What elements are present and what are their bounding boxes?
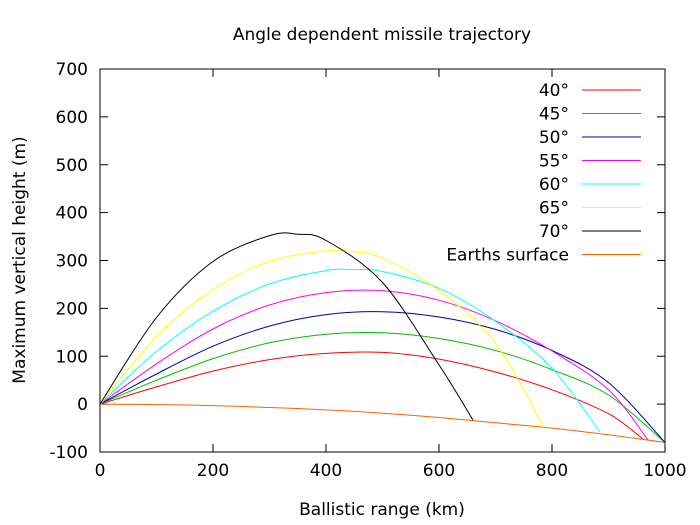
x-axis-ticks: 0 200 400 600 800 1000 xyxy=(95,69,687,481)
x-axis-label: Ballistic range (km) xyxy=(299,500,465,520)
series-line xyxy=(99,331,666,443)
x-tick-label: 0 xyxy=(95,461,106,481)
y-tick-label: 500 xyxy=(56,156,88,176)
y-tick-label: 200 xyxy=(56,299,88,319)
chart-title: Angle dependent missile trajectory xyxy=(233,25,531,45)
x-tick-label: 200 xyxy=(197,461,229,481)
y-axis-ticks: -100 0 100 200 300 400 500 600 700 xyxy=(49,60,665,463)
series-line xyxy=(99,289,649,441)
y-tick-label: 400 xyxy=(56,204,88,224)
legend-label: 40° xyxy=(539,81,569,101)
x-tick-label: 400 xyxy=(310,461,342,481)
y-tick-label: 0 xyxy=(77,395,88,415)
series-line xyxy=(99,311,666,443)
series-line xyxy=(99,351,643,439)
legend: 40° 45° 50° 55° 60° 65° 70° Earths surface xyxy=(446,81,641,266)
x-tick-label: 600 xyxy=(423,461,455,481)
series-line xyxy=(99,232,474,421)
series-line xyxy=(99,268,601,433)
series-layer xyxy=(99,232,666,443)
y-axis-label: Maximum vertical height (m) xyxy=(10,136,30,383)
plot-frame xyxy=(99,68,666,453)
series-line xyxy=(99,403,666,443)
legend-label: 55° xyxy=(539,152,569,172)
y-tick-label: 100 xyxy=(56,347,88,367)
x-tick-label: 1000 xyxy=(643,461,686,481)
legend-label: 60° xyxy=(539,175,569,195)
legend-label: 50° xyxy=(539,128,569,148)
series-line xyxy=(99,249,544,428)
legend-label: 65° xyxy=(539,199,569,219)
legend-label: Earths surface xyxy=(446,246,569,266)
y-tick-label: -100 xyxy=(49,443,88,463)
y-tick-label: 600 xyxy=(56,108,88,128)
y-tick-label: 300 xyxy=(56,252,88,272)
y-tick-label: 700 xyxy=(56,60,88,80)
legend-label: 45° xyxy=(539,105,569,125)
x-tick-label: 800 xyxy=(536,461,568,481)
legend-label: 70° xyxy=(539,222,569,242)
